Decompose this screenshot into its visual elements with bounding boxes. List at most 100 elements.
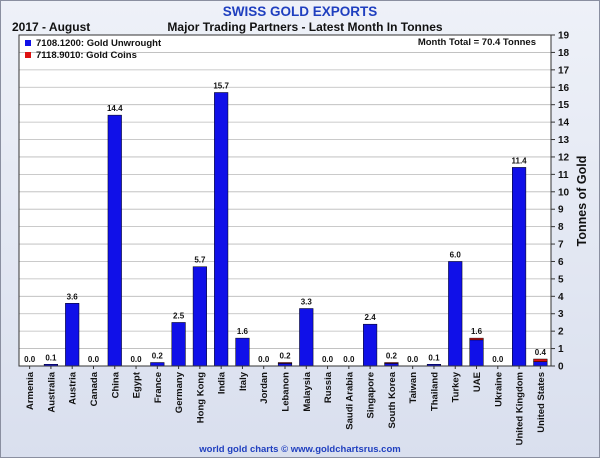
plot-area	[19, 35, 551, 366]
xtick-label-22: Ukraine	[493, 372, 504, 407]
xtick-label-17: South Korea	[387, 371, 398, 428]
xtick-label-12: Lebanon	[281, 372, 292, 412]
data-label-14: 0.0	[322, 355, 334, 364]
bar-unwrought-7	[171, 322, 186, 367]
bar-unwrought-13	[299, 308, 314, 367]
xtick-label-18: Taiwan	[408, 372, 419, 404]
xtick-label-2: Austria	[68, 371, 79, 404]
data-label-1: 0.1	[45, 353, 57, 362]
ytick-label-14: 14	[558, 118, 570, 129]
xtick-label-15: Saudi Arabia	[344, 371, 355, 429]
data-label-4: 14.4	[107, 104, 123, 113]
chart-subtitle: Major Trading Partners - Latest Month In…	[167, 20, 442, 34]
data-label-8: 5.7	[194, 256, 206, 265]
data-label-10: 1.6	[237, 327, 249, 336]
bar-coins-24	[533, 358, 548, 362]
data-label-20: 6.0	[450, 250, 462, 259]
xtick-label-0: Armenia	[25, 371, 36, 410]
y-axis-title: Tonnes of Gold	[575, 156, 589, 247]
ytick-label-19: 19	[558, 31, 570, 42]
data-label-2: 3.6	[67, 292, 79, 301]
xtick-label-21: UAE	[472, 372, 483, 392]
ytick-label-17: 17	[558, 65, 570, 76]
data-label-6: 0.2	[152, 352, 164, 361]
period-label: 2017 - August	[12, 20, 90, 34]
bar-unwrought-20	[448, 261, 463, 367]
bar-unwrought-9	[214, 92, 229, 367]
bar-unwrought-8	[192, 266, 207, 367]
bar-unwrought-4	[107, 114, 122, 367]
xtick-label-3: Canada	[89, 371, 100, 406]
bar-coins-17	[384, 362, 399, 364]
ytick-label-2: 2	[558, 327, 564, 338]
bar-unwrought-21	[469, 339, 484, 367]
data-labels: 0.0 0.1 3.6 0.0 14.4 0.0 0.2 2.5 5.7 15.7 1.6 0.0 0.…	[24, 81, 546, 364]
data-label-3: 0.0	[88, 355, 100, 364]
legend-swatch-unwrought	[25, 40, 31, 46]
bar-unwrought-10	[235, 337, 250, 367]
data-label-17: 0.2	[386, 352, 398, 361]
ytick-label-12: 12	[558, 152, 570, 163]
bar-unwrought-6	[150, 362, 165, 367]
ytick-label-8: 8	[558, 222, 564, 233]
bar-coins-21	[469, 337, 484, 341]
xtick-label-6: France	[153, 372, 164, 403]
chart-title: SWISS GOLD EXPORTS	[223, 4, 378, 19]
xtick-label-4: China	[110, 371, 121, 398]
data-label-21: 1.6	[471, 327, 483, 336]
data-label-19: 0.1	[428, 353, 440, 362]
ytick-label-13: 13	[558, 135, 570, 146]
xtick-label-23: United Kingdom	[515, 372, 526, 445]
ytick-label-4: 4	[558, 292, 564, 303]
bars	[43, 92, 548, 367]
legend: 7108.1200: Gold Unwrought 7118.9010: Gol…	[25, 38, 162, 61]
data-label-24: 0.4	[535, 348, 547, 357]
ytick-label-5: 5	[558, 274, 564, 285]
legend-label-unwrought: 7108.1200: Gold Unwrought	[36, 38, 162, 49]
xtick-label-9: India	[217, 371, 228, 394]
xtick-label-24: United States	[536, 372, 547, 433]
xtick-label-16: Singapore	[366, 372, 377, 418]
bar-coins-12	[277, 362, 293, 364]
ytick-label-3: 3	[558, 309, 564, 320]
data-label-18: 0.0	[407, 355, 419, 364]
bar-unwrought-2	[65, 303, 80, 367]
legend-label-coins: 7118.9010: Gold Coins	[36, 50, 137, 61]
ytick-label-7: 7	[558, 240, 564, 251]
data-label-23: 11.4	[512, 156, 528, 165]
data-label-15: 0.0	[343, 355, 355, 364]
ytick-label-1: 1	[558, 344, 564, 355]
xtick-label-19: Thailand	[429, 372, 440, 411]
bar-unwrought-23	[512, 167, 527, 367]
ytick-label-15: 15	[558, 100, 570, 111]
xtick-label-13: Malaysia	[302, 371, 313, 411]
data-label-12: 0.2	[279, 352, 291, 361]
xtick-label-11: Jordan	[259, 372, 270, 404]
x-axis-labels: Armenia Australia Austria Canada China Egypt F…	[25, 366, 547, 445]
grid-lines	[19, 52, 551, 349]
ytick-label-18: 18	[558, 48, 570, 59]
data-label-0: 0.0	[24, 355, 36, 364]
xtick-label-7: Germany	[174, 371, 185, 413]
data-label-11: 0.0	[258, 355, 270, 364]
xtick-label-10: Italy	[238, 371, 249, 391]
ytick-label-6: 6	[558, 257, 564, 268]
footer-credit: world gold charts © www.goldchartsrus.co…	[198, 444, 400, 455]
data-label-13: 3.3	[301, 298, 313, 307]
ytick-label-16: 16	[558, 83, 570, 94]
data-label-22: 0.0	[492, 355, 504, 364]
data-label-5: 0.0	[130, 355, 142, 364]
month-total: Month Total = 70.4 Tonnes	[418, 37, 536, 48]
data-label-7: 2.5	[173, 311, 185, 320]
xtick-label-5: Egypt	[132, 371, 143, 398]
ytick-label-10: 10	[558, 187, 570, 198]
xtick-label-14: Russia	[323, 371, 334, 403]
data-label-16: 2.4	[365, 313, 377, 322]
ytick-label-9: 9	[558, 205, 564, 216]
xtick-label-1: Australia	[46, 371, 57, 412]
ytick-label-11: 11	[558, 170, 569, 181]
ytick-label-0: 0	[558, 362, 564, 373]
